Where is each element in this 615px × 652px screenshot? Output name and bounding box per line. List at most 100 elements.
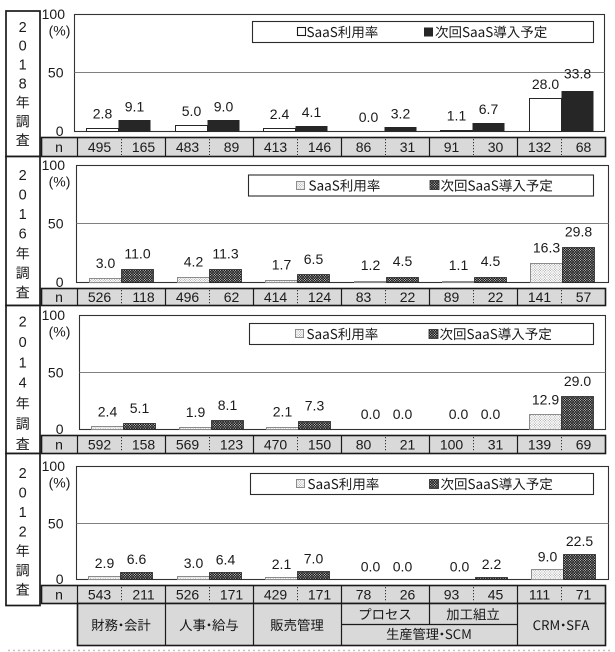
svg-text:0.0: 0.0 <box>450 559 470 575</box>
svg-text:100: 100 <box>42 458 66 474</box>
svg-text:495: 495 <box>88 139 112 155</box>
svg-text:0.0: 0.0 <box>449 406 469 422</box>
svg-text:124: 124 <box>308 289 332 305</box>
svg-text:100: 100 <box>42 307 66 323</box>
svg-text:592: 592 <box>88 437 112 453</box>
svg-text:211: 211 <box>132 587 155 603</box>
svg-text:4: 4 <box>19 376 27 392</box>
svg-text:543: 543 <box>88 587 112 603</box>
svg-text:123: 123 <box>220 437 244 453</box>
svg-text:n: n <box>55 139 63 155</box>
svg-text:0.0: 0.0 <box>359 109 379 125</box>
svg-text:n: n <box>55 289 63 305</box>
svg-text:2: 2 <box>19 168 27 184</box>
svg-text:470: 470 <box>264 437 288 453</box>
svg-text:171: 171 <box>308 587 332 603</box>
svg-text:4.1: 4.1 <box>302 104 322 120</box>
svg-text:100: 100 <box>42 157 66 173</box>
svg-text:69: 69 <box>576 437 592 453</box>
svg-text:2.2: 2.2 <box>482 556 502 572</box>
svg-text:526: 526 <box>176 587 200 603</box>
svg-text:0.0: 0.0 <box>361 559 381 575</box>
svg-text:80: 80 <box>356 437 372 453</box>
svg-text:0: 0 <box>19 39 27 55</box>
svg-text:5.1: 5.1 <box>130 400 150 416</box>
svg-text:0: 0 <box>19 335 27 351</box>
svg-text:57: 57 <box>576 289 592 305</box>
svg-text:0: 0 <box>19 188 27 204</box>
svg-text:2: 2 <box>19 315 27 331</box>
svg-text:26: 26 <box>400 587 416 603</box>
svg-text:141: 141 <box>528 289 552 305</box>
svg-text:12.9: 12.9 <box>532 391 559 407</box>
svg-text:100: 100 <box>42 6 66 22</box>
svg-text:139: 139 <box>528 437 552 453</box>
svg-text:2.9: 2.9 <box>95 555 115 571</box>
svg-text:1.7: 1.7 <box>272 257 292 273</box>
svg-text:429: 429 <box>264 587 288 603</box>
svg-text:(%): (%) <box>49 23 71 39</box>
svg-text:100: 100 <box>440 437 464 453</box>
svg-text:83: 83 <box>356 289 372 305</box>
svg-text:11.0: 11.0 <box>124 246 150 262</box>
svg-text:89: 89 <box>444 289 460 305</box>
svg-text:1: 1 <box>19 58 27 74</box>
svg-text:132: 132 <box>528 139 552 155</box>
svg-text:22: 22 <box>488 289 504 305</box>
svg-text:3.2: 3.2 <box>391 105 411 121</box>
svg-text:(%): (%) <box>49 475 71 491</box>
svg-text:0: 0 <box>19 486 27 502</box>
svg-text:91: 91 <box>444 139 460 155</box>
svg-text:0: 0 <box>56 421 64 437</box>
svg-text:526: 526 <box>88 289 112 305</box>
svg-text:0: 0 <box>56 571 64 587</box>
svg-text:9.1: 9.1 <box>125 98 145 114</box>
svg-text:7.3: 7.3 <box>305 398 325 414</box>
svg-text:31: 31 <box>400 139 416 155</box>
svg-text:1.9: 1.9 <box>186 404 206 420</box>
svg-text:1.1: 1.1 <box>447 108 467 124</box>
svg-text:0.0: 0.0 <box>393 406 413 422</box>
svg-text:n: n <box>55 437 63 453</box>
svg-text:4.5: 4.5 <box>481 253 501 269</box>
svg-text:62: 62 <box>224 289 240 305</box>
svg-text:8: 8 <box>19 76 27 92</box>
svg-text:50: 50 <box>48 365 64 381</box>
svg-text:1: 1 <box>19 207 27 223</box>
svg-text:1: 1 <box>19 355 27 371</box>
svg-text:7.0: 7.0 <box>304 551 324 567</box>
svg-text:68: 68 <box>576 139 592 155</box>
svg-text:2: 2 <box>19 20 27 36</box>
svg-text:569: 569 <box>176 437 200 453</box>
svg-text:165: 165 <box>132 139 156 155</box>
svg-text:(%): (%) <box>49 324 71 340</box>
svg-text:1.2: 1.2 <box>361 257 381 273</box>
svg-text:33.8: 33.8 <box>564 65 591 81</box>
svg-text:n: n <box>55 587 63 603</box>
svg-text:4.2: 4.2 <box>184 254 204 270</box>
svg-text:171: 171 <box>220 587 244 603</box>
svg-text:118: 118 <box>132 289 155 305</box>
svg-text:4.5: 4.5 <box>393 253 413 269</box>
svg-text:3.0: 3.0 <box>96 255 116 271</box>
svg-text:29.8: 29.8 <box>565 224 592 240</box>
svg-text:(%): (%) <box>49 174 71 190</box>
svg-text:414: 414 <box>264 289 288 305</box>
svg-text:50: 50 <box>48 216 64 232</box>
svg-text:6.7: 6.7 <box>479 101 499 117</box>
svg-text:2: 2 <box>19 466 27 482</box>
svg-text:483: 483 <box>176 139 200 155</box>
svg-text:413: 413 <box>264 139 288 155</box>
svg-text:6.5: 6.5 <box>304 251 324 267</box>
svg-text:78: 78 <box>356 587 372 603</box>
svg-text:6: 6 <box>19 227 27 243</box>
svg-text:0.0: 0.0 <box>361 406 381 422</box>
svg-text:0: 0 <box>56 123 64 139</box>
svg-text:158: 158 <box>132 437 156 453</box>
svg-text:93: 93 <box>444 587 460 603</box>
svg-text:2.1: 2.1 <box>272 556 292 572</box>
svg-text:6.4: 6.4 <box>216 551 236 567</box>
svg-text:0.0: 0.0 <box>393 559 413 575</box>
svg-text:2.1: 2.1 <box>273 404 293 420</box>
svg-text:21: 21 <box>400 437 416 453</box>
